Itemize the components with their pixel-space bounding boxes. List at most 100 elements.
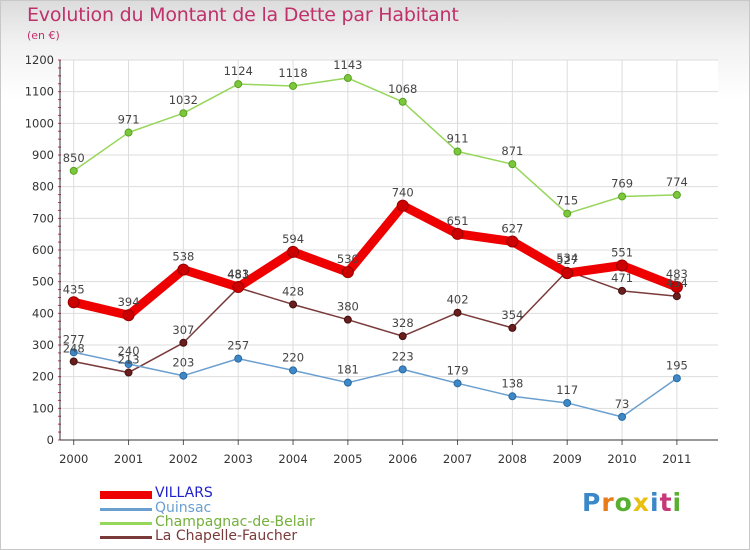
data-point — [453, 308, 462, 317]
data-point — [289, 81, 298, 90]
data-point — [234, 354, 243, 363]
y-tick-label: 1200 — [25, 53, 54, 67]
x-tick-label: 2004 — [278, 452, 307, 466]
data-label: 402 — [447, 293, 469, 307]
data-label: 248 — [63, 341, 85, 355]
data-label: 240 — [118, 344, 140, 358]
data-label: 428 — [282, 284, 304, 298]
x-tick-label: 2003 — [224, 452, 253, 466]
data-label: 138 — [501, 376, 523, 390]
legend-label: Champagnac-de-Belair — [155, 514, 315, 530]
data-label: 1068 — [388, 82, 417, 96]
data-point — [69, 357, 78, 366]
data-label: 551 — [611, 246, 633, 260]
data-label: 911 — [447, 132, 469, 146]
data-label: 483 — [227, 267, 249, 281]
data-label: 527 — [556, 253, 578, 267]
x-tick-label: 2001 — [114, 452, 143, 466]
x-tick-label: 2010 — [607, 452, 636, 466]
data-point — [672, 374, 681, 383]
y-tick-label: 0 — [47, 433, 54, 447]
data-point — [396, 199, 409, 212]
x-tick-label: 2007 — [443, 452, 472, 466]
legend-label: Quinsac — [155, 500, 212, 516]
data-label: 454 — [666, 276, 688, 290]
data-point — [616, 259, 629, 272]
data-label: 483 — [666, 267, 688, 281]
data-label: 850 — [63, 151, 85, 165]
y-tick-label: 800 — [32, 180, 54, 194]
data-point — [341, 266, 354, 279]
data-label: 277 — [63, 332, 85, 346]
logo-letter: i — [672, 488, 683, 517]
data-point — [232, 281, 245, 294]
data-point — [506, 235, 519, 248]
data-label: 213 — [118, 353, 140, 367]
data-label: 769 — [611, 176, 633, 190]
logo-letter: r — [601, 488, 615, 517]
x-tick-label: 2011 — [662, 452, 691, 466]
y-tick-label: 100 — [32, 401, 54, 415]
data-label: 627 — [501, 221, 523, 235]
data-label: 1118 — [278, 66, 307, 80]
data-point — [287, 245, 300, 258]
data-point — [561, 267, 574, 280]
x-tick-label: 2009 — [553, 452, 582, 466]
data-label: 871 — [501, 144, 523, 158]
data-point — [451, 227, 464, 240]
data-label: 257 — [227, 339, 249, 353]
data-label: 1032 — [169, 93, 198, 107]
data-point — [124, 360, 133, 368]
data-point — [343, 378, 352, 387]
logo-letter: t — [659, 488, 673, 517]
data-point — [343, 74, 352, 83]
y-tick-label: 400 — [32, 306, 54, 320]
y-tick-label: 1100 — [25, 85, 54, 99]
data-point — [672, 190, 681, 199]
x-tick-label: 2002 — [169, 452, 198, 466]
data-label: 774 — [666, 175, 688, 189]
data-label: 394 — [118, 295, 140, 309]
data-point — [563, 209, 572, 218]
data-label: 223 — [392, 349, 414, 363]
data-point — [670, 281, 683, 294]
series-line-quinsac — [72, 351, 678, 418]
logo-letter: i — [650, 488, 660, 517]
x-tick-label: 2008 — [498, 452, 527, 466]
y-tick-label: 900 — [32, 148, 54, 162]
data-point — [618, 412, 627, 421]
data-point — [179, 338, 188, 347]
data-point — [563, 398, 572, 407]
data-point — [179, 371, 188, 380]
data-point — [289, 366, 298, 375]
data-point — [124, 368, 133, 377]
data-label: 715 — [556, 194, 578, 208]
legend-label: La Chapelle-Faucher — [155, 528, 298, 544]
data-label: 534 — [556, 251, 578, 265]
legend-label: VILLARS — [155, 485, 213, 501]
data-point — [289, 300, 298, 309]
data-point — [453, 379, 462, 388]
x-tick-label: 2005 — [333, 452, 362, 466]
logo-letter: P — [582, 488, 602, 517]
data-point — [234, 80, 243, 89]
y-tick-label: 700 — [32, 211, 54, 225]
data-point — [508, 323, 517, 332]
data-label: 651 — [447, 214, 469, 228]
data-label: 195 — [666, 358, 688, 372]
data-label: 1124 — [224, 64, 253, 78]
data-point — [69, 166, 78, 175]
data-point — [398, 97, 407, 106]
data-label: 179 — [447, 363, 469, 377]
logo-letter: x — [632, 488, 650, 517]
legend-swatch — [100, 522, 152, 525]
legend-swatch — [100, 536, 152, 539]
y-tick-label: 500 — [32, 275, 54, 289]
data-point — [672, 292, 681, 301]
data-point — [508, 160, 517, 169]
data-label: 117 — [556, 383, 578, 397]
data-label: 740 — [392, 186, 414, 200]
data-point — [67, 296, 80, 309]
y-tick-label: 1000 — [25, 116, 54, 130]
